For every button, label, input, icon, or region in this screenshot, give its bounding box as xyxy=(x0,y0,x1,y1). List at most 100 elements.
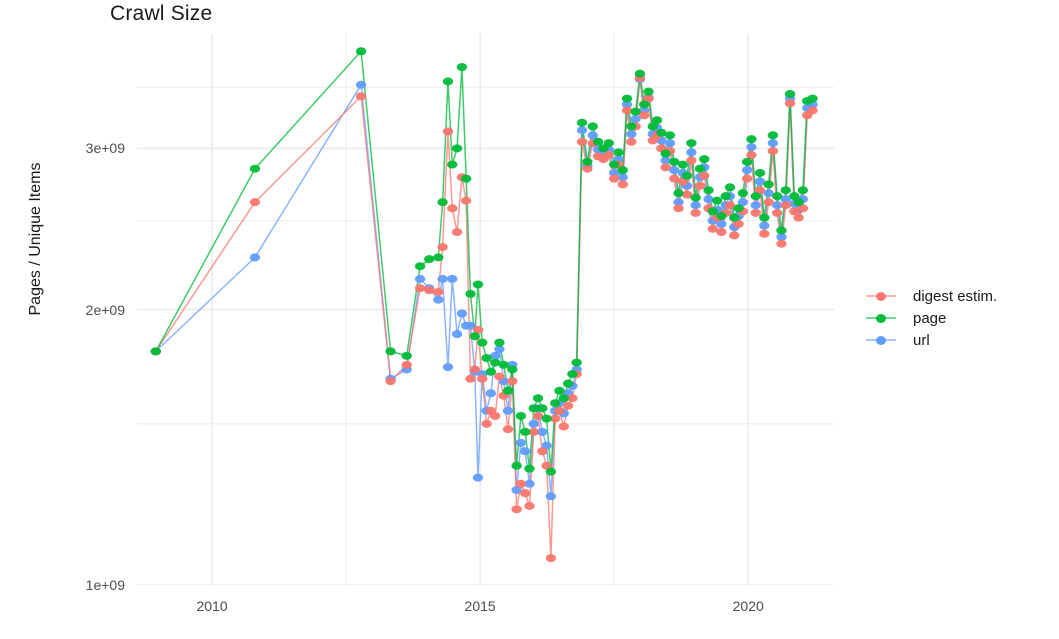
x-tick-label: 2010 xyxy=(196,598,228,614)
data-point xyxy=(385,347,396,356)
data-point xyxy=(485,389,497,398)
data-point xyxy=(759,221,770,230)
data-point xyxy=(729,231,740,240)
data-point xyxy=(401,351,412,360)
data-point xyxy=(776,239,787,248)
data-point xyxy=(576,126,588,135)
legend-item-label: url xyxy=(913,331,930,349)
data-point xyxy=(703,195,714,204)
data-point xyxy=(763,189,774,198)
data-point xyxy=(660,163,671,172)
data-point xyxy=(750,192,761,201)
data-point xyxy=(780,186,791,195)
data-point xyxy=(567,370,578,379)
data-point xyxy=(716,220,727,228)
data-point xyxy=(763,180,774,189)
data-point xyxy=(469,332,480,341)
series-line-url xyxy=(155,79,813,497)
data-point xyxy=(647,122,658,131)
data-point xyxy=(754,168,766,177)
data-point xyxy=(519,427,531,436)
data-point xyxy=(686,139,697,148)
data-point xyxy=(442,127,454,136)
data-point xyxy=(793,198,804,207)
data-point xyxy=(746,135,757,144)
legend-item[interactable]: digest estim. xyxy=(866,285,1056,307)
gridlines-major xyxy=(137,34,834,585)
data-point xyxy=(673,198,684,207)
data-point xyxy=(385,377,396,386)
data-point xyxy=(562,401,574,410)
data-point xyxy=(528,427,539,436)
data-point xyxy=(465,374,476,383)
data-point xyxy=(537,404,548,413)
data-point xyxy=(807,106,818,115)
y-tick-label: 3e+09 xyxy=(85,140,125,157)
data-point xyxy=(737,189,749,198)
data-point xyxy=(621,100,633,109)
data-point xyxy=(587,131,598,140)
series-line-digest-estim- xyxy=(155,78,814,559)
data-point xyxy=(433,288,444,296)
legend-item[interactable]: url xyxy=(866,329,1056,351)
data-point xyxy=(494,372,505,381)
data-point xyxy=(507,377,518,386)
data-point xyxy=(437,243,448,252)
data-point xyxy=(592,137,604,146)
data-point xyxy=(433,295,444,304)
data-point xyxy=(545,492,557,501)
data-point xyxy=(489,358,501,367)
data-point xyxy=(767,139,779,148)
data-point xyxy=(690,201,701,210)
data-point xyxy=(461,174,472,183)
data-point xyxy=(677,160,688,169)
data-point xyxy=(519,489,531,498)
data-point xyxy=(789,192,800,201)
legend-dot xyxy=(876,335,886,345)
data-point xyxy=(651,116,663,125)
data-point xyxy=(571,358,582,367)
data-point xyxy=(550,414,561,423)
data-point xyxy=(437,274,448,283)
data-point xyxy=(797,186,809,195)
data-point xyxy=(699,171,710,180)
data-point xyxy=(414,274,426,283)
data-point xyxy=(437,198,448,207)
data-point xyxy=(630,114,641,123)
data-point xyxy=(626,130,637,139)
data-point xyxy=(558,422,569,431)
data-point xyxy=(465,321,476,330)
data-point xyxy=(249,253,261,262)
y-axis-title: Pages / Unique Items xyxy=(27,162,44,316)
legend-item[interactable]: page xyxy=(866,307,1056,329)
data-point xyxy=(780,195,791,204)
data-point xyxy=(355,92,367,101)
data-point xyxy=(528,404,539,413)
data-point xyxy=(550,399,561,408)
data-point xyxy=(733,204,744,213)
data-point xyxy=(603,151,615,160)
data-point xyxy=(150,347,161,356)
data-point xyxy=(720,192,731,201)
data-point xyxy=(789,207,800,216)
data-point xyxy=(461,196,472,205)
data-point xyxy=(673,189,684,198)
data-point xyxy=(481,354,492,363)
data-point xyxy=(733,220,744,228)
data-point xyxy=(608,174,620,183)
data-point xyxy=(541,461,552,470)
data-point xyxy=(537,447,548,456)
data-point xyxy=(524,464,535,473)
data-point xyxy=(576,137,588,146)
data-point xyxy=(724,183,736,192)
data-point xyxy=(477,374,488,383)
data-point xyxy=(681,190,693,199)
data-point xyxy=(472,325,484,334)
data-point xyxy=(519,447,531,456)
data-point xyxy=(724,201,736,210)
data-point xyxy=(746,151,757,160)
data-point xyxy=(481,419,492,428)
data-point xyxy=(587,122,598,131)
data-point xyxy=(690,193,701,202)
